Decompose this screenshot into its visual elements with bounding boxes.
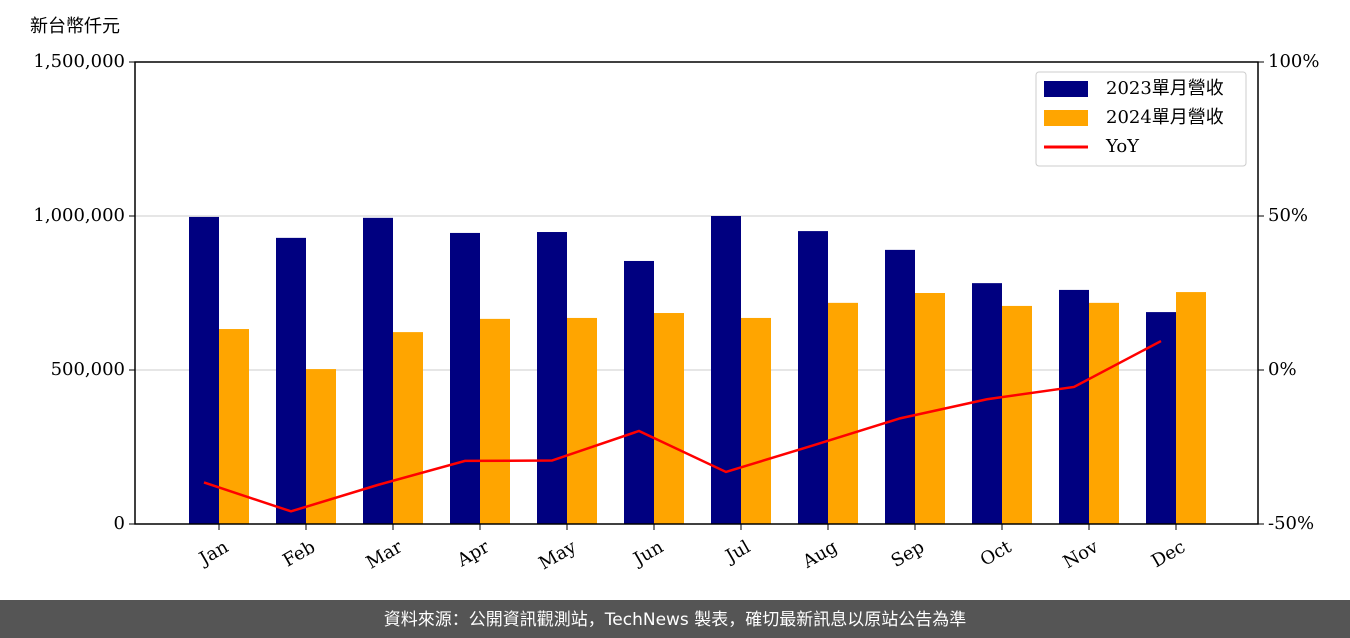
bar — [828, 302, 858, 524]
bar — [654, 313, 684, 524]
bar — [1176, 292, 1206, 524]
y2-tick-label: 0% — [1268, 359, 1297, 380]
legend-swatch — [1044, 81, 1088, 97]
bar — [363, 217, 393, 524]
y-tick-label: 1,500,000 — [33, 51, 125, 72]
bar — [1146, 312, 1176, 524]
y-tick-label: 1,000,000 — [33, 205, 125, 226]
x-tick-label: Jul — [720, 536, 754, 568]
x-tick-label: Feb — [279, 536, 319, 571]
legend-label: YoY — [1105, 136, 1140, 157]
bar — [537, 232, 567, 525]
y-tick-label: 0 — [114, 513, 125, 534]
bar — [798, 231, 828, 525]
bar — [306, 369, 336, 524]
footer: 資料來源：公開資訊觀測站，TechNews 製表，確切最新訊息以原站公告為準 — [384, 610, 966, 630]
y-axis-title: 新台幣仟元 — [30, 16, 120, 37]
x-tick-label: Aug — [798, 536, 841, 573]
bar — [393, 332, 423, 524]
bar — [480, 318, 510, 524]
bar — [624, 260, 654, 524]
plot-frame — [134, 61, 1259, 525]
bar — [741, 317, 771, 524]
yoy-line — [203, 339, 1162, 513]
x-tick-label: Apr — [453, 536, 493, 571]
bar — [1059, 289, 1089, 524]
x-tick-label: Oct — [977, 536, 1016, 571]
bar — [567, 317, 597, 524]
bar — [885, 249, 915, 524]
x-tick-label: Sep — [888, 536, 928, 571]
bar — [711, 216, 741, 524]
x-tick-label: Jan — [194, 536, 232, 570]
bar — [450, 232, 480, 524]
x-tick-label: Dec — [1148, 536, 1189, 572]
bar — [972, 283, 1002, 524]
legend — [1035, 71, 1247, 167]
bar — [1002, 305, 1032, 524]
x-tick-label: Nov — [1060, 536, 1103, 573]
y2-tick-label: 100% — [1268, 51, 1319, 72]
x-tick-label: Mar — [363, 536, 407, 573]
y2-tick-label: -50% — [1268, 513, 1314, 534]
y-tick-label: 500,000 — [51, 359, 125, 380]
legend-swatch — [1044, 110, 1088, 126]
y2-tick-label: 50% — [1268, 205, 1308, 226]
x-tick-label: Jun — [628, 536, 667, 571]
footer-band — [0, 600, 1350, 638]
legend-label: 2024單月營收 — [1106, 107, 1224, 128]
bar — [276, 237, 306, 525]
bar — [1089, 302, 1119, 524]
bar — [189, 216, 219, 524]
legend-label: 2023單月營收 — [1106, 78, 1224, 99]
x-tick-label: May — [535, 536, 580, 574]
